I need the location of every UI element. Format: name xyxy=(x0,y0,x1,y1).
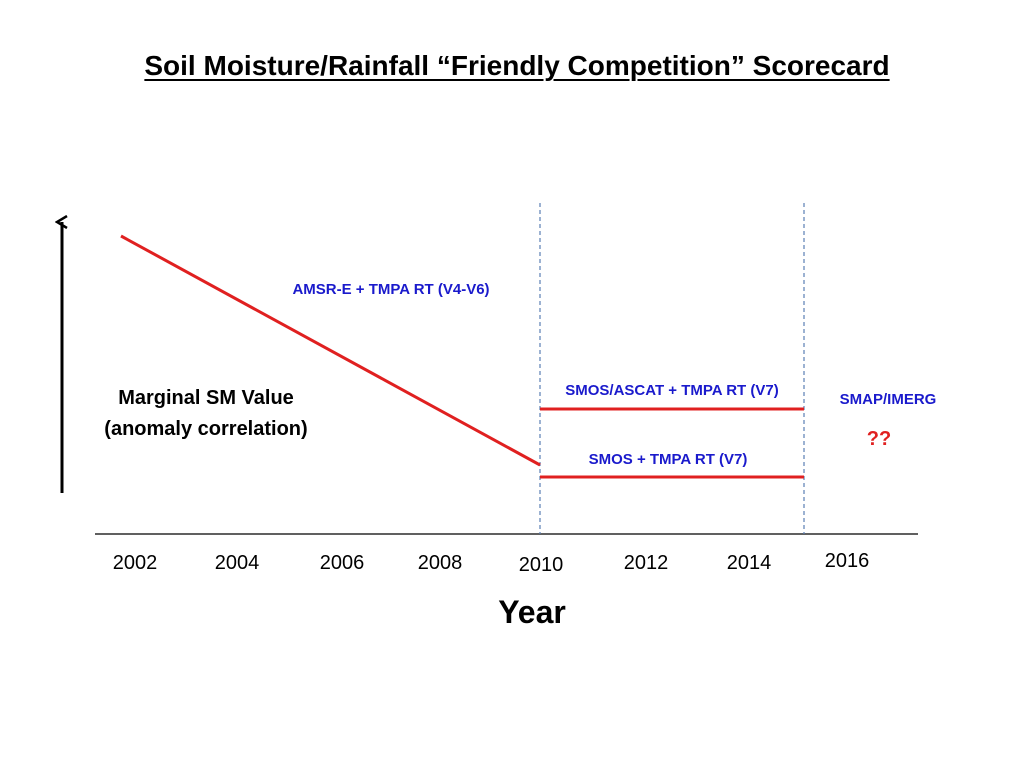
x-tick-label-2002: 2002 xyxy=(113,552,158,574)
series-label-2: SMOS + TMPA RT (V7) xyxy=(589,451,748,468)
x-tick-label-2014: 2014 xyxy=(727,552,772,574)
series-label-0: AMSR-E + TMPA RT (V4-V6) xyxy=(292,281,489,298)
x-tick-label-2006: 2006 xyxy=(320,552,365,574)
annotation-smap-imerg: SMAP/IMERG xyxy=(840,391,937,408)
slide-title: Soil Moisture/Rainfall “Friendly Competi… xyxy=(144,50,890,81)
x-tick-label-2012: 2012 xyxy=(624,552,669,574)
annotation-question-marks: ?? xyxy=(867,428,891,450)
y-label-line-0: Marginal SM Value xyxy=(118,387,294,409)
x-tick-label-2016: 2016 xyxy=(825,550,870,572)
x-tick-label-2004: 2004 xyxy=(215,552,260,574)
y-label-line-1: (anomaly correlation) xyxy=(104,418,307,440)
x-tick-label-2010: 2010 xyxy=(519,554,564,576)
x-axis-label: Year xyxy=(498,594,566,630)
x-tick-label-2008: 2008 xyxy=(418,552,463,574)
series-line-0 xyxy=(120,234,541,467)
series-label-1: SMOS/ASCAT + TMPA RT (V7) xyxy=(565,382,778,399)
